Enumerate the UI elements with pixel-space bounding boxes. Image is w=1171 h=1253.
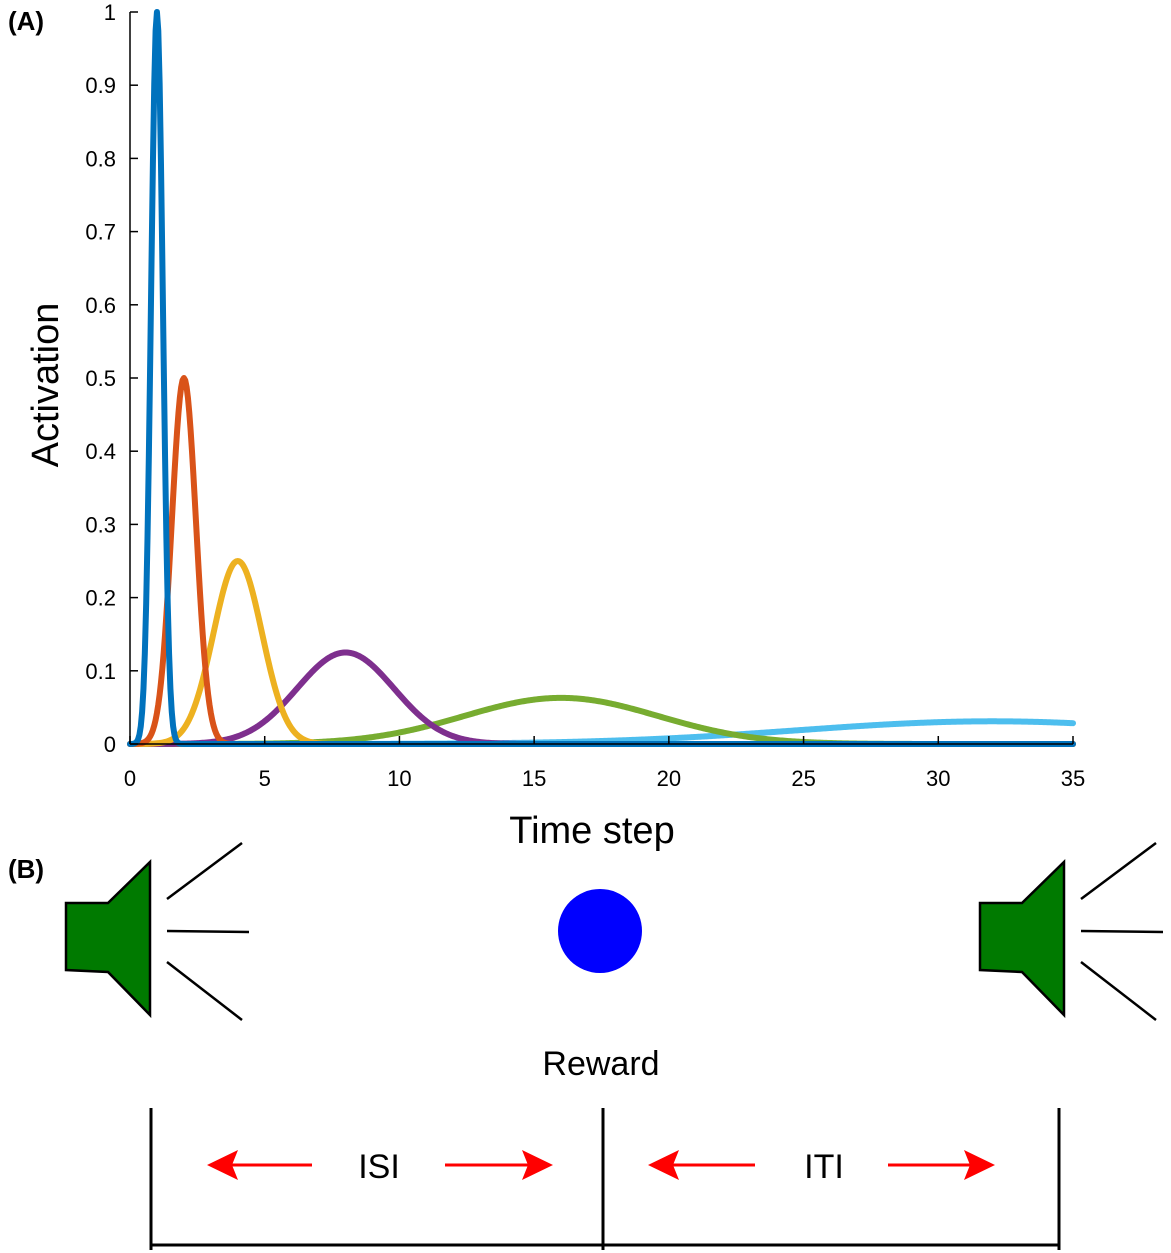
- right-speaker-icon: [978, 841, 1164, 1021]
- y-axis-title: Activation: [25, 303, 67, 468]
- x-tick-label: 5: [259, 766, 271, 791]
- x-axis-title: Time step: [509, 810, 674, 852]
- left-speaker-icon: [64, 841, 250, 1021]
- x-tick-label: 20: [657, 766, 681, 791]
- panel-b-label: (B): [8, 854, 44, 884]
- iti-arrows: [648, 1150, 995, 1180]
- y-tick-label: 0.6: [85, 293, 116, 318]
- iti-label: ITI: [804, 1148, 844, 1186]
- y-tick-label: 0.8: [85, 146, 116, 171]
- reward-label: Reward: [542, 1045, 659, 1083]
- x-tick-label: 25: [791, 766, 815, 791]
- x-tick-label: 35: [1061, 766, 1085, 791]
- y-tick-label: 0: [104, 732, 116, 757]
- y-tick-label: 1: [104, 0, 116, 25]
- y-tick-label: 0.7: [85, 220, 116, 245]
- x-tick-label: 15: [522, 766, 546, 791]
- y-tick-label: 0.9: [85, 73, 116, 98]
- isi-left-arrow-icon: [207, 1150, 238, 1180]
- iti-left-arrow-icon: [648, 1150, 679, 1180]
- y-tick-label: 0.2: [85, 586, 116, 611]
- reward-dot: [558, 889, 642, 973]
- isi-arrows: [207, 1150, 553, 1180]
- x-tick-label: 30: [926, 766, 950, 791]
- activation-chart: 0 5 10 15 20 25 30 35 0 0.1 0.2 0.3 0.4 0.5 0.6 0.7 0.8…: [25, 0, 1085, 852]
- panel-a-label: (A): [8, 6, 44, 36]
- iti-right-arrow-icon: [964, 1150, 995, 1180]
- x-tick-label: 10: [387, 766, 411, 791]
- timeline: [149, 1108, 1061, 1250]
- y-tick-label: 0.3: [85, 512, 116, 537]
- y-tick-label: 0.4: [85, 439, 116, 464]
- series-line-2: [127, 375, 1076, 747]
- y-ticks: 0 0.1 0.2 0.3 0.4 0.5 0.6 0.7 0.8 0.9 1: [85, 0, 138, 757]
- series-layer: [127, 9, 1076, 747]
- isi-label: ISI: [358, 1148, 400, 1186]
- series-line-1: [127, 9, 1076, 747]
- y-tick-label: 0.5: [85, 366, 116, 391]
- y-tick-label: 0.1: [85, 659, 116, 684]
- isi-right-arrow-icon: [522, 1150, 553, 1180]
- x-ticks: 0 5 10 15 20 25 30 35: [124, 736, 1085, 791]
- x-tick-label: 0: [124, 766, 136, 791]
